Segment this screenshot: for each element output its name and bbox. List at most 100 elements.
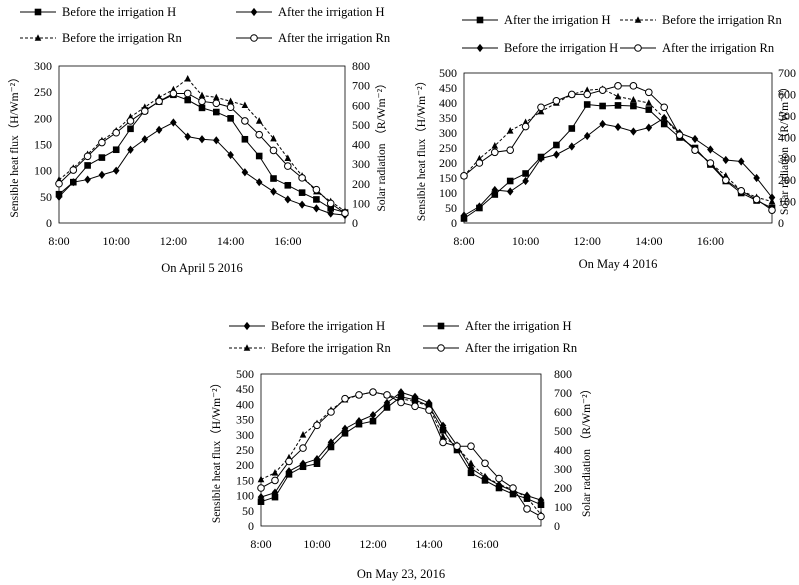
data-point (241, 135, 249, 143)
data-point (255, 178, 263, 187)
y-left-tick-label: 500 (439, 66, 457, 80)
data-point (645, 106, 653, 113)
legend-entry: After the irrigation Rn (423, 341, 578, 355)
data-point (509, 490, 517, 498)
y-right-tick-label: 400 (554, 443, 572, 457)
data-point (313, 421, 321, 430)
data-point (298, 189, 306, 196)
data-point (509, 484, 517, 492)
data-point (270, 134, 277, 142)
data-point (645, 123, 653, 132)
data-point (327, 408, 335, 416)
y-right-tick-label: 600 (778, 87, 796, 101)
data-point (768, 206, 776, 214)
legend-marker (250, 7, 258, 17)
data-point (476, 202, 483, 211)
data-point (255, 117, 263, 124)
x-tick-label: 16:00 (274, 234, 301, 248)
data-point (183, 89, 192, 98)
series-line (260, 391, 542, 517)
data-point (752, 195, 761, 204)
data-point (241, 117, 249, 125)
data-point (411, 402, 419, 411)
legend-marker (243, 344, 251, 351)
legend-marker (634, 16, 642, 23)
data-point (467, 442, 475, 451)
x-tick-label: 10:00 (303, 537, 330, 551)
data-point (722, 176, 730, 184)
data-point (169, 89, 178, 98)
data-point (213, 93, 220, 101)
y-left-tick-label: 200 (34, 111, 52, 125)
data-point (327, 209, 334, 218)
data-point (425, 406, 433, 414)
data-point (630, 127, 637, 136)
data-point (753, 173, 760, 183)
data-point (84, 175, 91, 184)
data-point (298, 200, 306, 209)
x-tick-label: 14:00 (415, 537, 442, 551)
legend-label: Before the irrigation H (504, 41, 618, 55)
y-right-tick-label: 400 (352, 138, 370, 152)
y-left-tick-label: 150 (34, 138, 52, 152)
series-line (260, 391, 542, 515)
data-point (537, 512, 545, 521)
data-point (660, 103, 669, 112)
data-point (112, 128, 120, 137)
legend-entry: Before the irrigation Rn (229, 341, 392, 355)
y-right-tick-label: 100 (554, 500, 572, 514)
data-point (467, 464, 475, 473)
y-left-axis-title: Sensible heat flux（H/Wm⁻²） (8, 71, 21, 217)
data-point (298, 174, 306, 182)
data-point (241, 101, 249, 109)
data-point (141, 107, 149, 115)
legend-label: After the irrigation Rn (465, 341, 578, 355)
series-square (55, 91, 349, 216)
legend-entry: Before the irrigation H (229, 319, 385, 333)
data-point (411, 397, 419, 405)
y-left-tick-label: 200 (236, 458, 254, 472)
y-right-tick-label: 0 (352, 216, 358, 230)
legend-entry: After the irrigation H (236, 5, 385, 19)
data-point (737, 187, 746, 195)
legend-label: After the irrigation H (278, 5, 385, 19)
data-point (495, 474, 503, 483)
legend-marker (34, 34, 42, 41)
data-point (383, 391, 391, 399)
legend-label: Before the irrigation H (271, 319, 385, 333)
data-point (506, 187, 514, 196)
data-point (522, 170, 529, 177)
data-point (439, 426, 447, 434)
y-right-tick-label: 100 (352, 196, 370, 210)
data-point (98, 170, 106, 179)
legend-label: Before the irrigation Rn (62, 31, 183, 45)
y-left-tick-label: 0 (46, 216, 52, 230)
data-point (270, 187, 277, 196)
data-point (170, 118, 177, 127)
legend-entry: After the irrigation H (462, 13, 611, 27)
y-left-tick-label: 300 (34, 59, 52, 73)
x-tick-label: 16:00 (697, 234, 724, 248)
x-tick-label: 8:00 (48, 234, 69, 248)
legend-marker (243, 321, 251, 331)
legend-label: Before the irrigation H (62, 5, 176, 19)
y-left-tick-label: 250 (439, 141, 457, 155)
data-point (722, 155, 730, 165)
data-point (98, 138, 106, 147)
data-point (255, 152, 263, 160)
y-right-tick-label: 200 (352, 177, 370, 191)
series-circle (55, 89, 349, 217)
series-line (463, 88, 773, 203)
series-circle (460, 82, 776, 214)
plot-frame (463, 72, 773, 224)
legend-label: After the irrigation Rn (662, 41, 775, 55)
data-point (506, 146, 515, 154)
data-point (270, 175, 277, 182)
y-left-tick-label: 50 (40, 190, 52, 204)
data-point (226, 103, 235, 112)
data-point (127, 145, 134, 154)
data-point (313, 196, 320, 203)
x-tick-label: 8:00 (453, 234, 474, 248)
data-point (55, 192, 63, 201)
y-right-tick-label: 300 (778, 152, 796, 166)
